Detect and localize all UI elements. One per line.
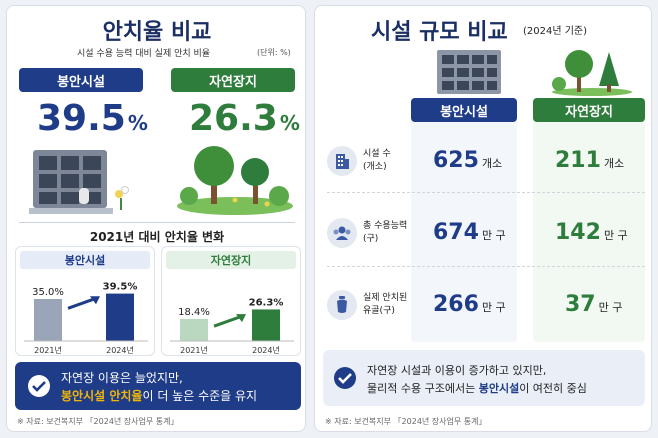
- scale-title: 시설 규모 비교: [371, 20, 508, 45]
- nature-column: [533, 98, 645, 342]
- trend-arrow-shaft: [213, 314, 243, 328]
- trees-illustration: [552, 50, 632, 96]
- nature-change-chart: 18.4% 2021년 26.3% 2024년: [170, 297, 294, 355]
- scale-nature-header: 자연장지: [533, 98, 645, 122]
- bar-value-label: 39.5%: [103, 282, 138, 293]
- boan-facility-count: 625 개소: [433, 148, 503, 173]
- scale-panel: 시설 규모 비교 (2024년 기준) 봉안시설 자연장지 시설 수 (개소) 6…: [314, 5, 652, 432]
- urn-icon: [327, 290, 357, 320]
- ratio-subtitle: 시설 수용 능력 대비 실제 안치 비율: [77, 49, 211, 59]
- row-divider: [327, 266, 645, 267]
- bar-0: [180, 318, 208, 341]
- scale-source: ※ 자료: 보건복지부 「2024년 장사업무 통계」: [325, 417, 487, 426]
- trend-arrow-shaft: [67, 296, 97, 310]
- forest-illustration: [177, 146, 293, 215]
- row-facility-label: 시설 수 (개소): [363, 149, 391, 172]
- nature-capacity: 142 만 구: [555, 220, 628, 245]
- boan-enshrined: 266 만 구: [433, 292, 506, 317]
- bar-value-label: 35.0%: [32, 287, 64, 298]
- nature-ratio-value: 26.3%: [189, 98, 300, 139]
- ratio-banner-rest: 이 더 높은 수준을 유지: [142, 389, 258, 403]
- boan-change-title: 봉안시설: [20, 251, 150, 269]
- check-icon: [28, 375, 50, 397]
- nature-header: 자연장지: [171, 68, 295, 92]
- columbarium-illustration: [29, 150, 129, 214]
- row-divider: [327, 192, 645, 193]
- scale-banner-line2: 물리적 수용 구조에서는 봉안시설이 여전히 중심: [367, 380, 587, 396]
- bar-0: [34, 299, 62, 341]
- category-label: 2024년: [106, 345, 134, 355]
- scale-banner-rest: 이 여전히 중심: [519, 382, 587, 395]
- people-icon: [327, 218, 357, 248]
- nature-facility-count: 211 개소: [555, 148, 625, 173]
- boan-change-card: 봉안시설 35.0% 2021년 39.5% 2024년: [15, 246, 155, 356]
- section-divider: [19, 222, 295, 223]
- nature-enshrined: 37 만 구: [565, 292, 623, 317]
- scale-title-note: (2024년 기준): [523, 26, 588, 37]
- boan-header: 봉안시설: [19, 68, 143, 92]
- bar-1: [252, 309, 280, 341]
- trend-arrow-head: [90, 296, 100, 305]
- ratio-banner-line2: 봉안시설 안치율이 더 높은 수준을 유지: [61, 387, 257, 404]
- ratio-panel: 안치율 비교 시설 수용 능력 대비 실제 안치 비율 (단위: %) 봉안시설…: [6, 5, 306, 432]
- ratio-title: 안치율 비교: [102, 20, 212, 45]
- change-title: 2021년 대비 안치율 변화: [89, 230, 225, 244]
- nature-change-card: 자연장지 18.4% 2021년 26.3% 2024년: [161, 246, 301, 356]
- boan-column: [411, 98, 517, 342]
- ratio-banner-highlight: 봉안시설 안치율: [61, 389, 143, 403]
- ratio-source: ※ 자료: 보건복지부 「2024년 장사업무 통계」: [17, 417, 179, 426]
- scale-banner-pre: 물리적 수용 구조에서는: [367, 382, 479, 395]
- building-icon: [327, 146, 357, 176]
- row-enshrined-label: 실제 안치된 유골(구): [363, 293, 408, 316]
- scale-boan-header: 봉안시설: [411, 98, 517, 122]
- bar-value-label: 18.4%: [178, 307, 210, 318]
- boan-capacity: 674 만 구: [433, 220, 506, 245]
- nature-change-title: 자연장지: [166, 251, 296, 269]
- scale-banner: 자연장 시설과 이용이 증가하고 있지만, 물리적 수용 구조에서는 봉안시설이…: [323, 350, 645, 406]
- bar-value-label: 26.3%: [249, 297, 284, 308]
- bar-1: [106, 293, 134, 341]
- ratio-banner-line1: 자연장 이용은 늘었지만,: [61, 371, 183, 385]
- boan-ratio-value: 39.5%: [37, 98, 148, 139]
- building-illustration: [437, 50, 501, 94]
- scale-banner-highlight: 봉안시설: [478, 382, 520, 395]
- category-label: 2021년: [180, 345, 208, 355]
- trend-arrow-head: [236, 314, 246, 323]
- check-icon: [334, 367, 356, 389]
- ratio-banner: 자연장 이용은 늘었지만, 봉안시설 안치율이 더 높은 수준을 유지: [15, 362, 301, 410]
- scale-banner-line1: 자연장 시설과 이용이 증가하고 있지만,: [367, 364, 547, 377]
- ratio-unit: (단위: %): [257, 48, 291, 57]
- row-capacity-label: 총 수용능력 (구): [363, 221, 408, 244]
- category-label: 2024년: [252, 345, 280, 355]
- boan-change-chart: 35.0% 2021년 39.5% 2024년: [24, 282, 148, 355]
- category-label: 2021년: [34, 345, 62, 355]
